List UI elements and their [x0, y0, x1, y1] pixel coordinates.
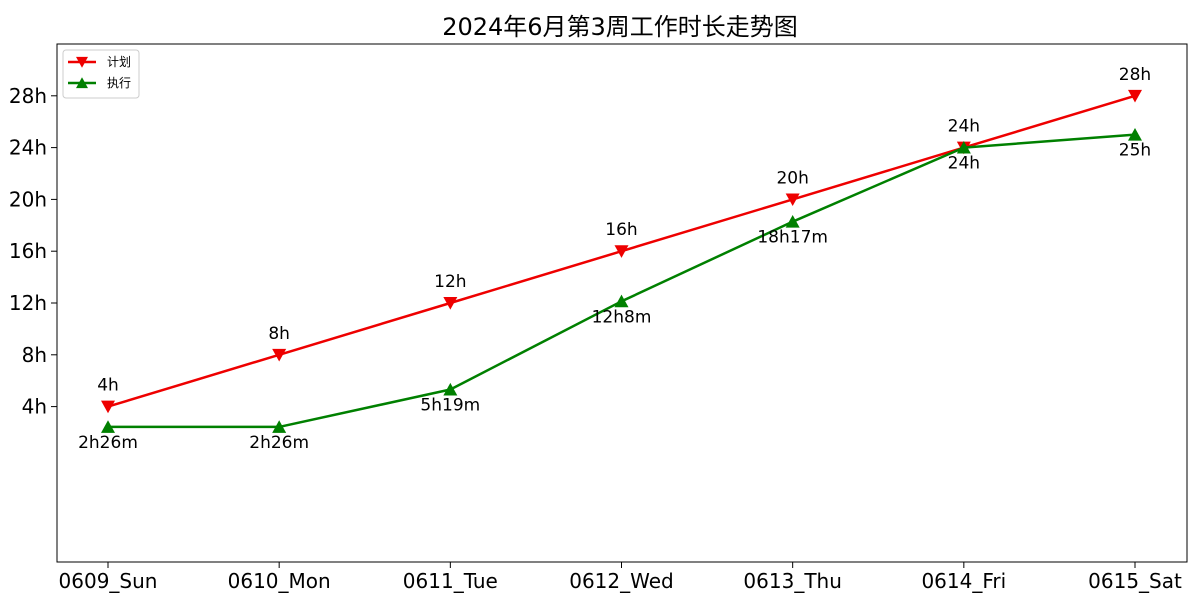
- data-point: [614, 294, 629, 308]
- data-point: [101, 420, 115, 433]
- data-label: 2h26m: [249, 433, 309, 453]
- series-line: [108, 133, 1136, 429]
- data-label: 24h: [948, 154, 980, 174]
- series-1: 4h 8h 12h 16h 20h 24h 28h: [97, 65, 1151, 414]
- data-point: [956, 140, 971, 154]
- data-point: [785, 193, 800, 207]
- data-label: 18h17m: [757, 228, 828, 248]
- y-tick-label: 4h: [22, 395, 47, 419]
- data-point: [272, 348, 287, 362]
- data-point: [443, 297, 458, 310]
- x-tick-label: 0612_Wed: [569, 569, 674, 593]
- x-tick-label: 0614_Fri: [921, 569, 1006, 593]
- legend-marker: [76, 77, 88, 89]
- data-label: 4h: [97, 376, 119, 396]
- x-tick-label: 0611_Tue: [403, 569, 498, 593]
- data-point: [785, 215, 800, 228]
- data-label: 24h: [948, 117, 980, 137]
- data-label: 20h: [776, 168, 808, 188]
- y-axis: 4h 8h 12h 16h 20h 24h 28h: [9, 84, 57, 419]
- data-point: [272, 420, 287, 433]
- y-tick-label: 20h: [9, 187, 47, 211]
- data-label: 8h: [268, 324, 290, 344]
- y-tick-label: 24h: [9, 136, 47, 160]
- x-tick-label: 0613_Thu: [743, 569, 841, 593]
- series-layer: 4h 8h 12h 16h 20h 24h 28h 2h26m 2h26m 5h19m 12h8m 1…: [78, 65, 1151, 453]
- data-label: 5h19m: [420, 396, 480, 416]
- y-tick-label: 12h: [9, 291, 47, 315]
- x-tick-label: 0609_Sun: [59, 569, 158, 593]
- chart-title: 2024年6月第3周工作时长走势图: [442, 13, 798, 41]
- y-tick-label: 28h: [9, 84, 47, 108]
- legend-marker: [76, 56, 88, 68]
- x-axis: 0609_Sun 0610_Mon 0611_Tue 0612_Wed 0613_Thu…: [59, 562, 1182, 593]
- series-2: 2h26m 2h26m 5h19m 12h8m 18h17m 24h 25h: [78, 128, 1151, 453]
- data-point: [1128, 128, 1142, 141]
- data-label: 25h: [1119, 141, 1151, 161]
- data-label: 12h: [434, 272, 466, 292]
- data-point: [443, 382, 458, 396]
- legend-label: 计划: [107, 55, 131, 69]
- data-label: 16h: [605, 220, 637, 240]
- y-tick-label: 16h: [9, 239, 47, 263]
- x-tick-label: 0615_Sat: [1088, 569, 1182, 593]
- data-label: 28h: [1119, 65, 1151, 85]
- y-tick-label: 8h: [22, 343, 47, 367]
- data-label: 2h26m: [78, 433, 138, 453]
- data-point: [101, 400, 115, 414]
- legend-label: 执行: [107, 76, 131, 90]
- data-point: [1128, 89, 1142, 103]
- data-label: 12h8m: [592, 307, 652, 327]
- x-tick-label: 0610_Mon: [228, 569, 331, 593]
- data-point: [614, 245, 629, 258]
